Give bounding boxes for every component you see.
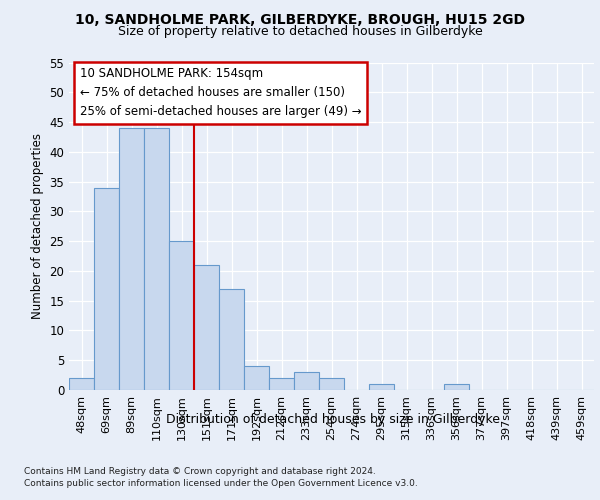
- Bar: [94, 188, 119, 390]
- Bar: [244, 366, 269, 390]
- Bar: [369, 384, 394, 390]
- Bar: [169, 241, 194, 390]
- Bar: [119, 128, 144, 390]
- Text: Size of property relative to detached houses in Gilberdyke: Size of property relative to detached ho…: [118, 25, 482, 38]
- Bar: [444, 384, 469, 390]
- Bar: [269, 378, 294, 390]
- Y-axis label: Number of detached properties: Number of detached properties: [31, 133, 44, 320]
- Bar: [219, 289, 244, 390]
- Text: Contains public sector information licensed under the Open Government Licence v3: Contains public sector information licen…: [24, 479, 418, 488]
- Text: Contains HM Land Registry data © Crown copyright and database right 2024.: Contains HM Land Registry data © Crown c…: [24, 468, 376, 476]
- Text: 10, SANDHOLME PARK, GILBERDYKE, BROUGH, HU15 2GD: 10, SANDHOLME PARK, GILBERDYKE, BROUGH, …: [75, 12, 525, 26]
- Bar: [69, 378, 94, 390]
- Text: 10 SANDHOLME PARK: 154sqm
← 75% of detached houses are smaller (150)
25% of semi: 10 SANDHOLME PARK: 154sqm ← 75% of detac…: [79, 68, 361, 118]
- Text: Distribution of detached houses by size in Gilberdyke: Distribution of detached houses by size …: [166, 412, 500, 426]
- Bar: [294, 372, 319, 390]
- Bar: [144, 128, 169, 390]
- Bar: [319, 378, 344, 390]
- Bar: [194, 265, 219, 390]
